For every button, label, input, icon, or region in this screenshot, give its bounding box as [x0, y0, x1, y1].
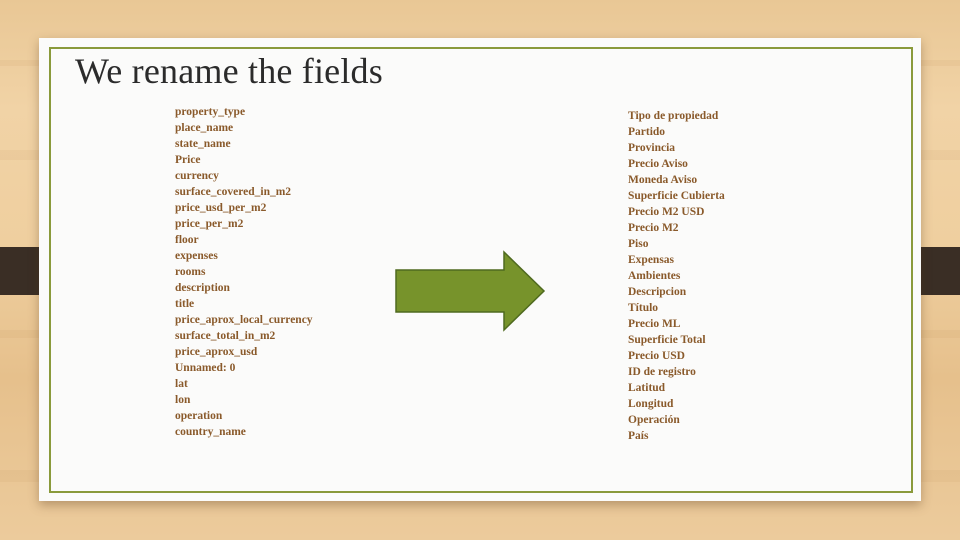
original-field-item: price_per_m2: [175, 218, 244, 230]
renamed-field-item: Precio Aviso: [628, 158, 688, 170]
original-field-item: place_name: [175, 122, 234, 134]
renamed-field-item: Precio M2: [628, 222, 679, 234]
original-field-item: Unnamed: 0: [175, 362, 236, 374]
renamed-field-item: Longitud: [628, 398, 674, 410]
original-field-item: operation: [175, 410, 223, 422]
original-field-item: surface_covered_in_m2: [175, 186, 292, 198]
original-field-item: country_name: [175, 426, 246, 438]
renamed-field-item: Partido: [628, 126, 666, 138]
renamed-field-item: Tipo de propiedad: [628, 110, 719, 122]
slide-frame: [49, 47, 913, 493]
renamed-field-item: Título: [628, 302, 659, 314]
slide-title: We rename the fields: [75, 51, 383, 91]
renamed-field-item: Precio USD: [628, 350, 685, 362]
renamed-field-list: Tipo de propiedad Partido Provincia Precio …: [628, 108, 725, 444]
original-field-item: property_type: [175, 106, 246, 118]
renamed-field-item: País: [628, 430, 649, 442]
original-field-item: expenses: [175, 250, 218, 262]
renamed-field-item: Provincia: [628, 142, 676, 154]
original-field-list: property_type place_name state_name Price cu…: [175, 104, 313, 440]
renamed-field-item: Piso: [628, 238, 649, 250]
renamed-field-item: Precio M2 USD: [628, 206, 705, 218]
original-field-item: title: [175, 298, 195, 310]
original-field-item: currency: [175, 170, 219, 182]
original-field-item: Price: [175, 154, 201, 166]
original-field-item: price_aprox_usd: [175, 346, 258, 358]
renamed-field-item: Operación: [628, 414, 680, 426]
renamed-field-item: ID de registro: [628, 366, 696, 378]
renamed-field-item: Ambientes: [628, 270, 681, 282]
original-field-item: description: [175, 282, 230, 294]
renamed-field-item: Superficie Cubierta: [628, 190, 725, 202]
renamed-field-item: Moneda Aviso: [628, 174, 698, 186]
original-field-item: lon: [175, 394, 191, 406]
original-field-item: price_usd_per_m2: [175, 202, 267, 214]
renamed-field-item: Descripcion: [628, 286, 687, 298]
renamed-field-item: Expensas: [628, 254, 675, 266]
right-arrow-icon: [395, 250, 546, 332]
slide-paper: We rename the fields property_type place_…: [39, 38, 921, 501]
original-field-item: price_aprox_local_currency: [175, 314, 313, 326]
original-field-item: floor: [175, 234, 199, 246]
original-field-item: lat: [175, 378, 188, 390]
renamed-field-item: Precio ML: [628, 318, 681, 330]
renamed-field-item: Superficie Total: [628, 334, 706, 346]
original-field-item: surface_total_in_m2: [175, 330, 276, 342]
original-field-item: state_name: [175, 138, 231, 150]
renamed-field-item: Latitud: [628, 382, 666, 394]
original-field-item: rooms: [175, 266, 206, 278]
